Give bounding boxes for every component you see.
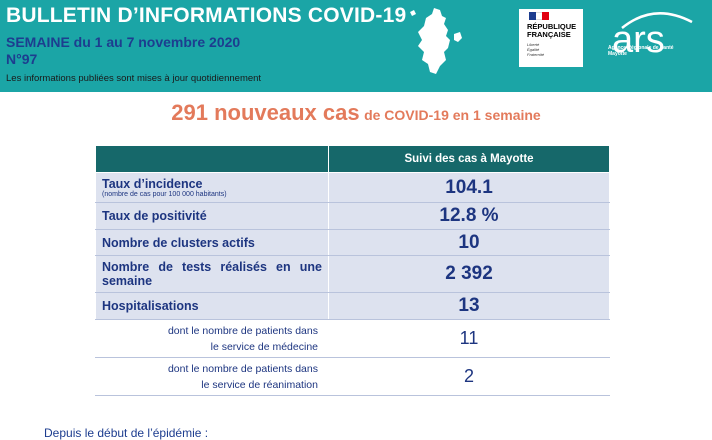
row-label: Taux de positivité [95,202,329,230]
row-label: Taux d’incidence [102,176,203,191]
headline-new-cases: 291 nouveaux cas [171,100,360,125]
row-label: Hospitalisations [95,292,329,320]
table-row: dont le nombre de patients dans le servi… [95,319,610,358]
row-value: 10 [328,229,610,256]
row-value: 13 [328,292,610,320]
table-row: Taux d’incidence (nombre de cas pour 100… [95,172,610,203]
bulletin-title: BULLETIN D’INFORMATIONS COVID-19 [6,4,407,27]
rf-line2: FRANÇAISE [527,30,571,39]
table-row: Taux de positivité 12.8 % [95,202,610,230]
ars-wordmark: ars [612,19,665,61]
headline-suffix: de COVID-19 en 1 semaine [364,107,541,123]
ars-subtitle-1: Agence Régionale de Santé [608,45,674,51]
row-value: 2 [328,357,610,396]
table-row: Nombre de clusters actifs 10 [95,229,610,256]
row-value: 12.8 % [328,202,610,230]
table-row: Nombre de tests réalisés en une semaine … [95,255,610,293]
stats-table: Suivi des cas à Mayotte Taux d’incidence… [95,145,610,396]
table-column-title: Suivi des cas à Mayotte [328,145,610,173]
row-sublabel: (nombre de cas pour 100 000 habitants) [102,190,227,198]
rf-motto-2: Égalité [527,47,540,52]
row-value: 11 [328,319,610,358]
republique-francaise-logo: RÉPUBLIQUE FRANÇAISE Liberté Égalité Fra… [519,9,583,67]
since-start-heading: Depuis le début de l’épidémie : [44,426,209,440]
row-label: Nombre de tests réalisés en une semaine [95,255,329,293]
rf-motto-1: Liberté [527,42,540,47]
issue-number: N°97 [6,51,38,67]
french-flag-icon [529,12,550,20]
table-row: dont le nombre de patients dans le servi… [95,357,610,396]
headline: 291 nouveaux cas de COVID-19 en 1 semain… [0,100,712,126]
row-label-line2: le service de réanimation [201,378,318,391]
mayotte-map-icon [410,8,462,74]
ars-subtitle-2: Mayotte [608,51,627,57]
table-header-row: Suivi des cas à Mayotte [95,145,610,173]
rf-motto-3: Fraternité [527,52,545,57]
row-value: 104.1 [328,172,610,203]
table-header-empty [95,145,329,173]
row-label-line1: dont le nombre de patients dans [167,362,318,375]
row-label-line1: dont le nombre de patients dans [167,324,318,337]
ars-logo: ars [612,12,693,61]
table-row: Hospitalisations 13 [95,292,610,320]
row-label-line2: le service de médecine [210,340,318,353]
update-note: Les informations publiées sont mises à j… [6,73,262,84]
row-value: 2 392 [328,255,610,293]
header-band: BULLETIN D’INFORMATIONS COVID-19 SEMAINE… [0,0,712,92]
week-range: SEMAINE du 1 au 7 novembre 2020 [6,34,241,50]
row-label: Nombre de clusters actifs [95,229,329,256]
rf-line1: RÉPUBLIQUE [527,22,577,31]
